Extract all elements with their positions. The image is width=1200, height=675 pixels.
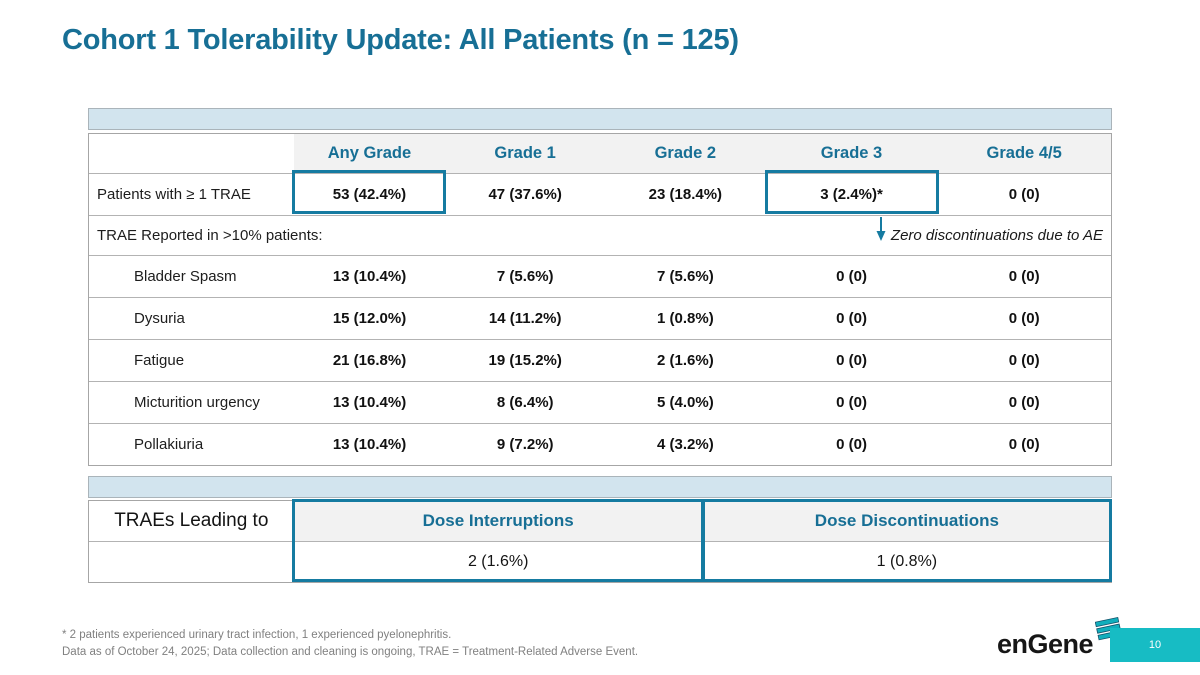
down-arrow-icon	[876, 217, 886, 241]
cell-value: 21 (16.8%)	[332, 352, 407, 369]
cell-value: 7 (5.6%)	[496, 268, 554, 285]
page-number: 10	[1148, 639, 1162, 651]
row-label: Fatigue	[134, 352, 185, 369]
cell-value: 13 (10.4%)	[332, 268, 407, 285]
column-header-grade-3: Grade 3	[765, 134, 938, 173]
cell-value: 2 (1.6%)	[467, 553, 529, 570]
cell-value: 0 (0)	[836, 394, 867, 411]
row-label: Patients with ≥ 1 TRAE	[97, 186, 251, 203]
row-label: Bladder Spasm	[134, 268, 237, 285]
cell-value: 0 (0)	[836, 310, 867, 327]
cell-value: 47 (37.6%)	[488, 186, 562, 203]
traes-leading-to-table: TRAEs Leading to Dose Interruptions Dose…	[88, 476, 1112, 583]
section-label: TRAE Reported in >10% patients:	[97, 227, 323, 244]
cell-value: 53 (42.4%)	[332, 186, 407, 203]
cell-value: 0 (0)	[836, 268, 867, 285]
column-header-dose-interruptions: Dose Interruptions	[293, 501, 703, 541]
engene-logo-text: enGene	[997, 629, 1094, 659]
cell-value: 0 (0)	[1008, 268, 1040, 285]
row-header-traes-leading-to: TRAEs Leading to	[89, 501, 294, 541]
table-top-strip	[88, 476, 1112, 498]
cell-value: 0 (0)	[1008, 394, 1040, 411]
footnote-asterisk: * 2 patients experienced urinary tract i…	[62, 629, 452, 641]
cell-value: 3 (2.4%)*	[820, 186, 883, 203]
leading-header-row: TRAEs Leading to Dose Interruptions Dose…	[89, 501, 1111, 541]
table-top-strip	[88, 108, 1112, 130]
table-row-patients-trae: Patients with ≥ 1 TRAE 53 (42.4%) 47 (37…	[89, 173, 1111, 215]
cell-value: 0 (0)	[836, 352, 867, 369]
annotation-text: Zero discontinuations due to AE	[890, 227, 1103, 244]
column-header-grade-4-5: Grade 4/5	[937, 134, 1111, 173]
cell-value: 7 (5.6%)	[657, 268, 714, 285]
cell-value: 23 (18.4%)	[648, 186, 723, 203]
table-row-dysuria: Dysuria 15 (12.0%) 14 (11.2%) 1 (0.8%) 0…	[89, 297, 1111, 339]
cell-value: 13 (10.4%)	[332, 436, 407, 453]
cell-value: 1 (0.8%)	[876, 553, 938, 570]
trae-grade-table: Any Grade Grade 1 Grade 2 Grade 3 Grade …	[88, 108, 1112, 466]
cell-value: 15 (12.0%)	[332, 310, 407, 327]
leading-value-row: 2 (1.6%) 1 (0.8%)	[89, 541, 1111, 582]
page-title: Cohort 1 Tolerability Update: All Patien…	[62, 24, 739, 56]
cell-value: 14 (11.2%)	[488, 310, 562, 327]
cell-value: 5 (4.0%)	[657, 394, 714, 411]
table-row-pollakiuria: Pollakiuria 13 (10.4%) 9 (7.2%) 4 (3.2%)…	[89, 423, 1111, 465]
cell-value: 0 (0)	[1008, 310, 1040, 327]
table-row-bladder-spasm: Bladder Spasm 13 (10.4%) 7 (5.6%) 7 (5.6…	[89, 255, 1111, 297]
row-label: Pollakiuria	[134, 436, 204, 453]
cell-value: 19 (15.2%)	[488, 352, 562, 369]
cell-value: 13 (10.4%)	[332, 394, 407, 411]
row-label: Micturition urgency	[134, 394, 260, 411]
row-label: Dysuria	[134, 310, 185, 327]
cell-value: 0 (0)	[1008, 186, 1040, 203]
engene-logo: enGene	[997, 616, 1123, 658]
footnote-data-cutoff: Data as of October 24, 2025; Data collec…	[62, 646, 639, 658]
trae-grade-table-body: Any Grade Grade 1 Grade 2 Grade 3 Grade …	[88, 133, 1112, 466]
empty-cell	[89, 542, 294, 582]
page-number-badge: 10	[1110, 628, 1200, 662]
footnotes: * 2 patients experienced urinary tract i…	[62, 627, 638, 661]
table-row-fatigue: Fatigue 21 (16.8%) 19 (15.2%) 2 (1.6%) 0…	[89, 339, 1111, 381]
cell-value: 4 (3.2%)	[657, 436, 714, 453]
table-section-row: TRAE Reported in >10% patients: Zero dis…	[89, 215, 1111, 255]
cell-value: 8 (6.4%)	[496, 394, 554, 411]
cell-value: 0 (0)	[1008, 352, 1040, 369]
trae-header-row: Any Grade Grade 1 Grade 2 Grade 3 Grade …	[89, 134, 1111, 173]
column-header-dose-discontinuations: Dose Discontinuations	[702, 501, 1111, 541]
cell-value: 0 (0)	[1008, 436, 1040, 453]
table-row-micturition-urgency: Micturition urgency 13 (10.4%) 8 (6.4%) …	[89, 381, 1111, 423]
cell-value: 2 (1.6%)	[657, 352, 714, 369]
header-spacer-cell	[89, 134, 294, 173]
cell-value: 9 (7.2%)	[496, 436, 554, 453]
column-header-any-grade: Any Grade	[293, 134, 446, 173]
cell-value: 1 (0.8%)	[657, 310, 714, 327]
column-header-grade-1: Grade 1	[445, 134, 605, 173]
traes-leading-to-table-body: TRAEs Leading to Dose Interruptions Dose…	[88, 500, 1112, 583]
annotation-callout: Zero discontinuations due to AE	[876, 216, 1103, 255]
column-header-grade-2: Grade 2	[604, 134, 766, 173]
cell-value: 0 (0)	[836, 436, 867, 453]
